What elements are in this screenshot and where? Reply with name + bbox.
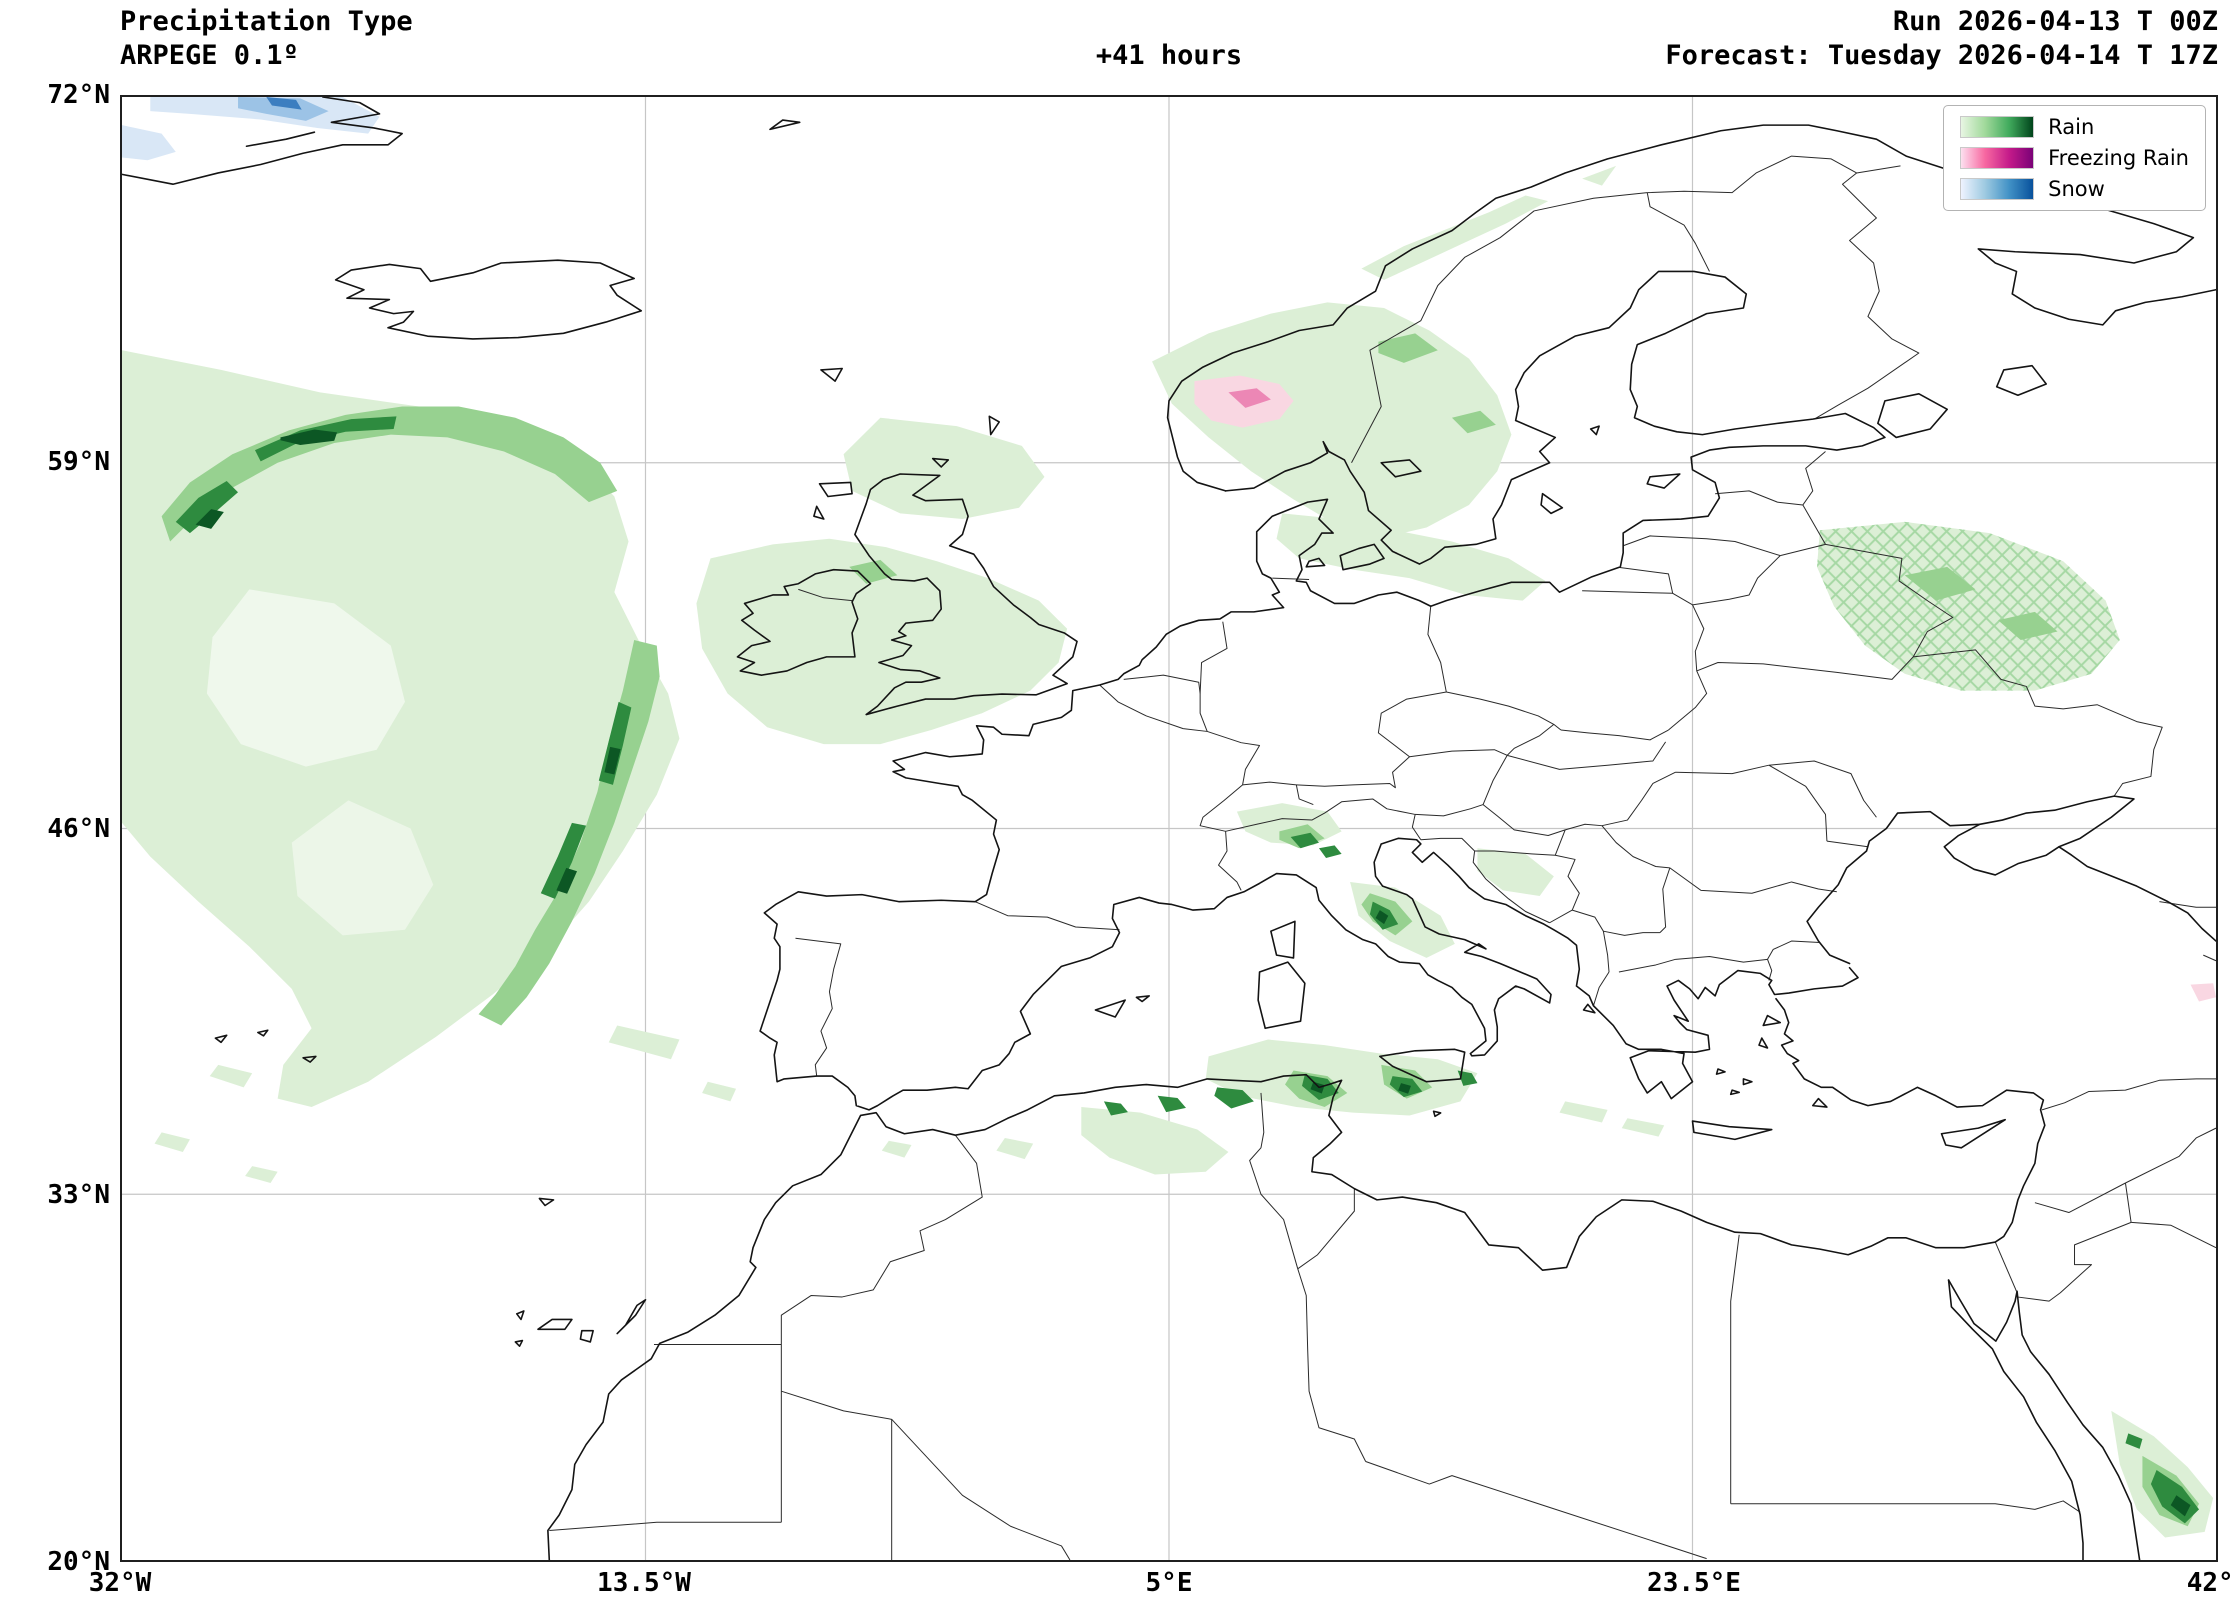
rain-layer (122, 165, 2214, 1538)
legend-item-rain: Rain (1960, 116, 2189, 138)
legend-label-freezing-rain: Freezing Rain (2048, 146, 2189, 170)
y-tick-33n: 33°N (47, 1180, 110, 1210)
map-plot-area: Rain Freezing Rain Snow (120, 95, 2218, 1562)
y-tick-20n: 20°N (47, 1547, 110, 1577)
map-canvas (122, 97, 2216, 1560)
snow-layer (122, 97, 380, 161)
freezing-rain-layer (1194, 375, 2216, 1002)
legend-label-rain: Rain (2048, 115, 2095, 139)
run-label: Run 2026-04-13 T 00Z (1892, 6, 2218, 37)
rain-swatch (1960, 116, 2035, 138)
model-label: ARPEGE 0.1º (120, 40, 299, 71)
legend-item-snow: Snow (1960, 178, 2189, 200)
x-tick-23-5e: 23.5°E (1647, 1568, 1741, 1598)
lead-time-label: +41 hours (1095, 40, 1243, 71)
forecast-label: Forecast: Tuesday 2026-04-14 T 17Z (1665, 40, 2218, 71)
grid-layer (122, 97, 2216, 1560)
legend-label-snow: Snow (2048, 177, 2105, 201)
x-tick-42e: 42°E (2186, 1568, 2233, 1598)
page-title: Precipitation Type (120, 6, 413, 37)
x-tick-13-5w: 13.5°W (597, 1568, 691, 1598)
country-borders-layer (549, 156, 2216, 1560)
y-tick-59n: 59°N (47, 447, 110, 477)
x-tick-5e: 5°E (1145, 1568, 1193, 1598)
y-tick-46n: 46°N (47, 814, 110, 844)
freezing-rain-swatch (1960, 147, 2035, 169)
coastlines-layer (122, 97, 2216, 1560)
y-tick-72n: 72°N (47, 80, 110, 110)
legend-item-freezing-rain: Freezing Rain (1960, 147, 2189, 169)
snow-swatch (1960, 178, 2035, 200)
legend: Rain Freezing Rain Snow (1943, 105, 2206, 211)
x-tick-32w: 32°W (88, 1568, 152, 1598)
